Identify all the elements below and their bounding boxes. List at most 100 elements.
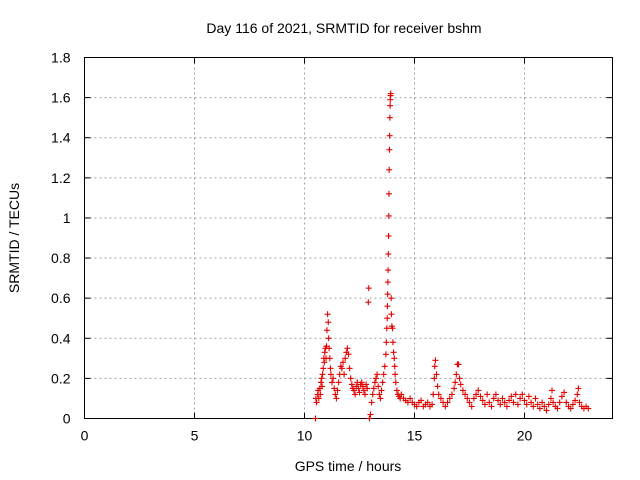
data-point [366,415,373,422]
data-point [433,371,440,378]
data-point [492,391,499,398]
data-point [554,405,561,412]
data-point [313,399,320,406]
data-point [331,385,338,392]
data-point [456,375,463,382]
data-point [567,405,574,412]
data-point [388,311,395,318]
data-point [326,355,333,362]
data-point [371,379,378,386]
plot-frame [84,57,613,419]
data-point [424,399,431,406]
y-tick-label: 0.2 [51,370,71,386]
data-point [317,391,324,398]
data-point [477,393,484,400]
data-point [365,299,372,306]
data-point [391,355,398,362]
data-point [464,395,471,402]
x-tick-label: 5 [191,428,199,444]
data-point [398,391,405,398]
data-point [442,403,449,410]
data-point [383,325,390,332]
data-point [338,365,345,372]
y-tick-label: 0.6 [51,290,71,306]
data-point [382,351,389,358]
data-point [377,395,384,402]
data-point [556,399,563,406]
data-point [572,397,579,404]
data-point [327,371,334,378]
data-point [407,395,414,402]
data-point [495,397,502,404]
data-point [585,405,592,412]
data-point [378,387,385,394]
data-point [370,385,377,392]
data-point [455,361,462,368]
data-point [575,385,582,392]
data-point [563,399,570,406]
data-point [519,391,526,398]
data-point [431,363,438,370]
data-point [351,387,357,394]
data-point [346,365,353,372]
grid [84,57,613,419]
x-tick-label: 10 [297,428,313,444]
data-point [340,359,346,366]
data-point [453,371,460,378]
data-point [321,359,328,366]
data-point [384,303,391,310]
data-point [386,114,393,121]
data-point [384,291,391,298]
data-point [327,365,334,372]
x-tick-label: 0 [81,428,89,444]
data-point [521,397,528,404]
data-point [326,345,333,352]
data-point [431,375,438,382]
data-point [347,375,354,382]
y-tick-label: 0 [63,411,71,427]
data-point [385,232,392,239]
data-point [388,295,395,302]
data-point [391,363,398,370]
data-point [342,355,349,362]
data-point [344,345,351,352]
data-point [448,391,455,398]
data-point [506,397,513,404]
data-point [517,395,524,402]
data-point [315,395,322,402]
data-point [392,379,399,386]
data-point [385,212,392,219]
data-point [385,267,392,274]
data-point [413,403,420,410]
data-point [319,371,326,378]
data-point [470,395,477,402]
y-axis-label: SRMTID / TECUs [6,183,22,293]
data-point [437,395,444,402]
data-point [434,383,441,390]
y-tick-label: 1.6 [51,90,71,106]
data-point [325,319,332,326]
data-point [543,407,550,414]
data-point [539,399,546,406]
y-tick-label: 1.2 [51,170,71,186]
data-point [523,401,530,408]
data-point [368,399,375,406]
data-point [359,383,366,390]
data-point [385,251,392,258]
data-point [393,387,400,394]
data-point [321,349,328,356]
data-point [389,339,396,346]
data-point [532,395,539,402]
data-point [319,383,326,390]
x-tick-label: 15 [407,428,423,444]
data-point [364,385,371,392]
data-point [386,166,393,173]
data-point [363,381,370,388]
data-point [451,385,458,392]
data-point [330,375,337,382]
data-point [497,401,504,408]
data-point [335,379,342,386]
data-point [569,401,576,408]
data-point [576,399,583,406]
data-point [380,371,387,378]
